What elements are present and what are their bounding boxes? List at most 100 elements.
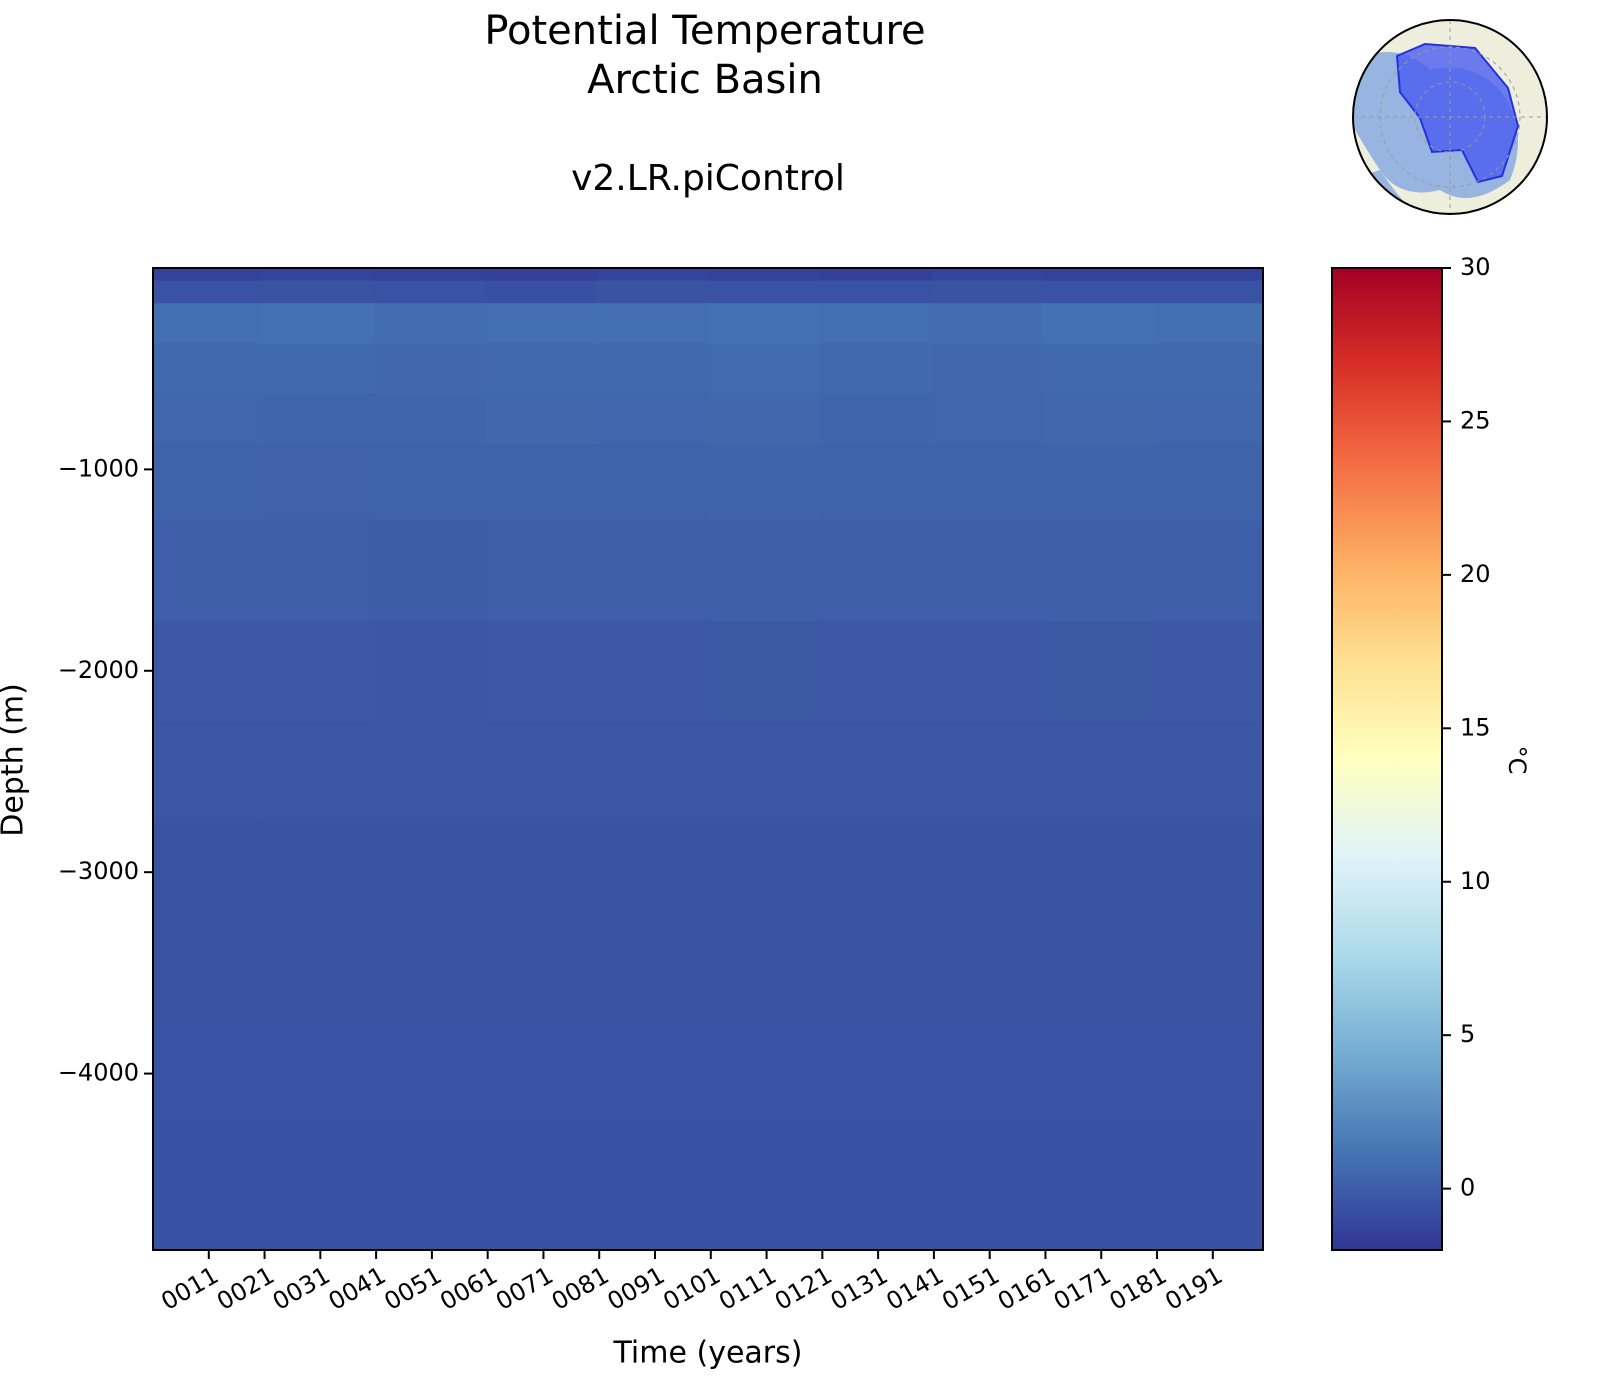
- heatmap-cell: [1154, 519, 1264, 621]
- x-tick-label: 0011: [156, 1261, 223, 1316]
- heatmap-cell: [153, 444, 263, 521]
- heatmap-cell: [153, 519, 263, 621]
- x-tick-label: 0091: [603, 1261, 670, 1316]
- heatmap-cell: [819, 620, 932, 722]
- heatmap-cell: [153, 821, 263, 924]
- heatmap-cell: [1154, 1023, 1264, 1125]
- heatmap-cell: [373, 519, 486, 621]
- x-tick-label: 0141: [882, 1261, 949, 1316]
- heatmap-cell: [373, 721, 486, 823]
- colorbar-label: °C: [1503, 746, 1531, 775]
- colorbar-tick-label: 20: [1460, 560, 1491, 588]
- heatmap-cell: [819, 922, 932, 1024]
- heatmap-cell: [1042, 444, 1155, 521]
- heatmap-cell: [1154, 821, 1264, 924]
- heatmap-cell: [261, 1023, 374, 1125]
- heatmap-cell: [931, 343, 1044, 395]
- heatmap-cell: [931, 519, 1044, 621]
- heatmap-cell: [708, 721, 821, 823]
- heatmap-cell: [1154, 268, 1264, 282]
- heatmap-cell: [1154, 280, 1264, 304]
- heatmap-cell: [261, 1123, 374, 1251]
- x-tick-label: 0131: [826, 1261, 893, 1316]
- colorbar-tick-label: 30: [1460, 253, 1491, 281]
- heatmap-cell: [153, 721, 263, 823]
- heatmap-cell: [596, 721, 709, 823]
- heatmap-cell: [153, 268, 263, 282]
- heatmap-cell: [1154, 922, 1264, 1024]
- heatmap-cell: [153, 922, 263, 1024]
- y-axis-label: Depth (m): [0, 683, 31, 837]
- heatmap-cell: [596, 620, 709, 722]
- heatmap-cell: [261, 620, 374, 722]
- x-tick-label: 0161: [993, 1261, 1060, 1316]
- heatmap-cell: [261, 343, 374, 395]
- heatmap-cell: [484, 303, 597, 345]
- heatmap-cell: [596, 519, 709, 621]
- heatmap-cell: [931, 393, 1044, 445]
- heatmap-cell: [931, 1023, 1044, 1125]
- heatmap-cell: [153, 620, 263, 722]
- x-tick-label: 0021: [212, 1261, 279, 1316]
- heatmap-cell: [708, 620, 821, 722]
- heatmap-cell: [596, 268, 709, 282]
- x-axis-label: Time (years): [613, 1336, 803, 1371]
- heatmap-cell: [484, 821, 597, 924]
- y-tick-label: −3000: [58, 857, 139, 885]
- heatmap-cell: [153, 343, 263, 395]
- x-tick-label: 0051: [379, 1261, 446, 1316]
- heatmap-cell: [819, 1023, 932, 1125]
- heatmap-cell: [708, 444, 821, 521]
- heatmap-cell: [1042, 821, 1155, 924]
- heatmap-cell: [819, 280, 932, 304]
- heatmap-cell: [1042, 303, 1155, 345]
- heatmap-cell: [373, 1123, 486, 1251]
- heatmap-cell: [261, 268, 374, 282]
- heatmap-cell: [596, 922, 709, 1024]
- x-tick-label: 0111: [714, 1261, 781, 1316]
- heatmap-cell: [484, 1023, 597, 1125]
- heatmap-cell: [153, 1023, 263, 1125]
- heatmap-cell: [261, 280, 374, 304]
- colorbar-tick-label: 5: [1460, 1020, 1475, 1048]
- heatmap-cell: [1154, 620, 1264, 722]
- heatmap-cell: [1154, 303, 1264, 345]
- x-tick-label: 0171: [1049, 1261, 1116, 1316]
- heatmap-cell: [708, 1123, 821, 1251]
- heatmap-cell: [819, 343, 932, 395]
- heatmap-cell: [153, 303, 263, 345]
- colorbar-tick-label: 10: [1460, 867, 1491, 895]
- heatmap-cell: [931, 268, 1044, 282]
- heatmap-cell: [819, 444, 932, 521]
- heatmap-cell: [708, 268, 821, 282]
- plot-frame: [152, 267, 1264, 1251]
- heatmap-cell: [484, 280, 597, 304]
- heatmap-cell: [1042, 721, 1155, 823]
- heatmap-cell: [1042, 393, 1155, 445]
- x-tick-label: 0061: [435, 1261, 502, 1316]
- heatmap-cell: [1042, 519, 1155, 621]
- heatmap-cell: [708, 303, 821, 345]
- heatmap-cell: [1154, 721, 1264, 823]
- heatmap-cell: [596, 393, 709, 445]
- x-tick-label: 0071: [491, 1261, 558, 1316]
- heatmap-cell: [931, 444, 1044, 521]
- heatmap-cell: [373, 268, 486, 282]
- heatmap-cell: [819, 1123, 932, 1251]
- heatmap-cell: [484, 444, 597, 521]
- x-tick-label: 0191: [1160, 1261, 1227, 1316]
- chart-title: Potential Temperature: [484, 8, 925, 54]
- colorbar-tick-label: 15: [1460, 713, 1491, 741]
- heatmap-cell: [819, 519, 932, 621]
- heatmap-cell: [596, 303, 709, 345]
- heatmap-cell: [1154, 343, 1264, 395]
- heatmap-cell: [596, 343, 709, 395]
- heatmap-cell: [708, 821, 821, 924]
- heatmap-cell: [931, 303, 1044, 345]
- heatmap-cell: [819, 268, 932, 282]
- heatmap-cell: [819, 303, 932, 345]
- heatmap-cell: [373, 303, 486, 345]
- heatmap-cell: [1042, 343, 1155, 395]
- colorbar-tick-label: 25: [1460, 406, 1491, 434]
- heatmap-cell: [819, 721, 932, 823]
